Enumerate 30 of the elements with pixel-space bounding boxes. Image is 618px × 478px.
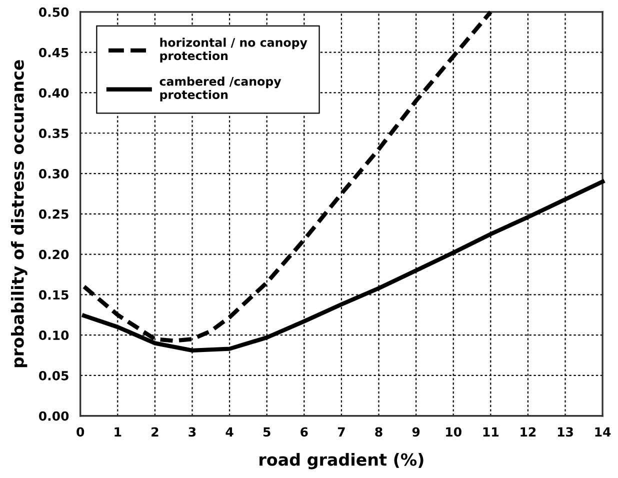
x-tick-label: 6	[300, 427, 308, 437]
y-tick-label: 0.00	[38, 411, 69, 421]
y-tick-label: 0.05	[38, 370, 68, 380]
y-tick-label: 0.20	[38, 250, 69, 260]
x-tick-label: 4	[226, 427, 234, 436]
y-tick-label: 0.30	[38, 168, 69, 178]
y-tick-label: 0.45	[38, 48, 68, 58]
x-tick-label: 8	[375, 427, 382, 437]
y-tick-label: 0.40	[38, 88, 69, 98]
y-tick-label: 0.50	[38, 7, 69, 17]
legend-label: horizontal / no canopy protection	[160, 38, 308, 62]
x-tick-label: 11	[483, 427, 498, 436]
x-tick-label: 3	[188, 427, 196, 437]
x-tick-label: 0	[76, 427, 84, 437]
x-tick-label: 13	[558, 427, 573, 437]
x-tick-label: 2	[152, 427, 158, 436]
x-axis-title: road gradient (%)	[260, 452, 424, 470]
y-tick-label: 0.10	[38, 330, 69, 340]
legend-label: cambered /canopy protection	[160, 76, 282, 102]
x-tick-label: 10	[446, 427, 462, 437]
x-tick-label: 12	[520, 427, 536, 436]
x-tick-label: 5	[263, 427, 270, 437]
y-tick-label: 0.35	[38, 128, 68, 138]
x-tick-label: 1	[114, 427, 122, 436]
x-tick-label: 7	[338, 427, 345, 436]
y-tick-label: 0.25	[38, 209, 68, 219]
x-tick-label: 9	[412, 427, 420, 437]
y-axis-title: probability of distress occurance	[11, 60, 28, 368]
x-tick-label: 14	[595, 427, 611, 436]
y-tick-label: 0.15	[38, 290, 68, 300]
